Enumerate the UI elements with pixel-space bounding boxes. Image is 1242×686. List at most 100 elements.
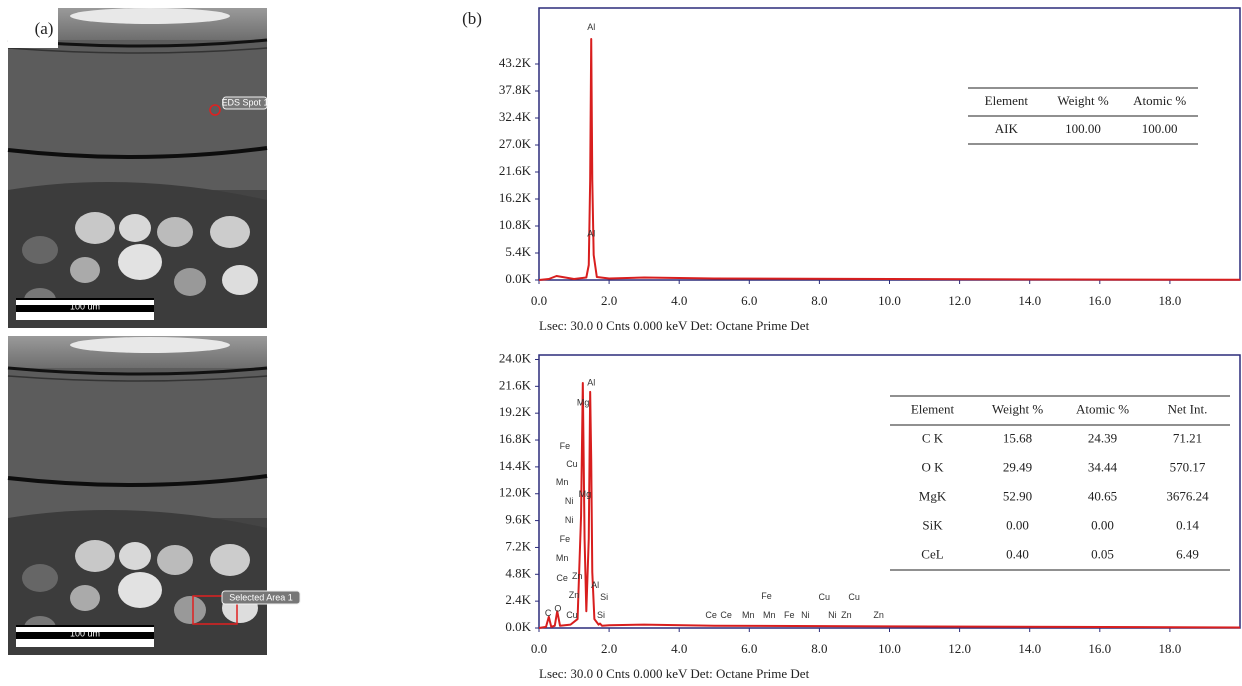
- peak-label: Zn: [572, 571, 583, 581]
- x-tick-label: 18.0: [1159, 641, 1182, 656]
- x-tick-label: 14.0: [1018, 293, 1041, 308]
- scale-bar-label: 100 um: [70, 301, 100, 311]
- y-tick-label: 12.0K: [499, 485, 532, 500]
- table-cell: 0.05: [1091, 546, 1114, 561]
- x-tick-label: 12.0: [948, 641, 971, 656]
- peak-label: Ni: [565, 496, 574, 506]
- x-tick-label: 2.0: [601, 293, 617, 308]
- y-tick-label: 0.0K: [505, 619, 531, 634]
- table-cell: 29.49: [1003, 459, 1032, 474]
- peak-label: Ni: [565, 515, 574, 525]
- y-tick-label: 21.6K: [499, 163, 532, 178]
- table-cell: 100.00: [1142, 121, 1178, 136]
- peak-label: Mn: [556, 477, 569, 487]
- peak-label: Zn: [873, 610, 884, 620]
- caption: Lsec: 30.0 0 Cnts 0.000 keV Det: Octane …: [539, 666, 810, 681]
- x-tick-label: 14.0: [1018, 641, 1041, 656]
- peak-label: Mn: [742, 610, 755, 620]
- table-cell: 3676.24: [1166, 488, 1209, 503]
- peak-label: Cu: [819, 592, 831, 602]
- peak-label: Ce: [556, 573, 568, 583]
- table-header: Weight %: [1057, 93, 1108, 108]
- y-tick-label: 14.4K: [499, 458, 532, 473]
- panel-label: (a): [35, 19, 54, 38]
- y-tick-label: 2.4K: [505, 592, 531, 607]
- y-tick-label: 10.8K: [499, 217, 532, 232]
- peak-label: Cu: [566, 610, 578, 620]
- table-header: Element: [985, 93, 1029, 108]
- peak-label: Ni: [828, 610, 837, 620]
- y-tick-label: 4.8K: [505, 565, 531, 580]
- table-cell: 0.14: [1176, 517, 1199, 532]
- peak-label: Al: [591, 580, 599, 590]
- y-tick-label: 9.6K: [505, 512, 531, 527]
- peak-label: Zn: [569, 590, 580, 600]
- peak-label: Al: [587, 22, 595, 32]
- peak-label: Mg: [577, 397, 590, 407]
- peak-label: Fe: [761, 591, 772, 601]
- table-header: Net Int.: [1168, 401, 1208, 416]
- scale-bar-label: 100 um: [70, 628, 100, 638]
- x-tick-label: 0.0: [531, 641, 547, 656]
- x-tick-label: 10.0: [878, 293, 901, 308]
- y-tick-label: 21.6K: [499, 377, 532, 392]
- table-cell: AIK: [995, 121, 1019, 136]
- table-cell: 100.00: [1065, 121, 1101, 136]
- peak-label: O: [554, 603, 561, 613]
- table-header: Atomic %: [1133, 93, 1186, 108]
- image-annotation: Selected Area 1: [229, 592, 293, 602]
- x-tick-label: 4.0: [671, 641, 687, 656]
- x-tick-label: 6.0: [741, 641, 757, 656]
- y-tick-label: 16.8K: [499, 431, 532, 446]
- table-cell: 15.68: [1003, 430, 1032, 445]
- table-cell: 0.40: [1006, 546, 1029, 561]
- y-tick-label: 27.0K: [499, 136, 532, 151]
- y-tick-label: 24.0K: [499, 350, 532, 365]
- table-cell: 71.21: [1173, 430, 1202, 445]
- y-tick-label: 0.0K: [505, 271, 531, 286]
- table-cell: 24.39: [1088, 430, 1117, 445]
- panel-label: (b): [462, 9, 482, 28]
- peak-label: Si: [600, 592, 608, 602]
- x-tick-label: 0.0: [531, 293, 547, 308]
- x-tick-label: 10.0: [878, 641, 901, 656]
- x-tick-label: 4.0: [671, 293, 687, 308]
- peak-label: Si: [597, 610, 605, 620]
- table-cell: 34.44: [1088, 459, 1118, 474]
- y-tick-label: 37.8K: [499, 82, 532, 97]
- peak-label: Mn: [556, 553, 569, 563]
- x-tick-label: 2.0: [601, 641, 617, 656]
- table-cell: MgK: [919, 488, 947, 503]
- y-tick-label: 5.4K: [505, 244, 531, 259]
- table-cell: O K: [921, 459, 944, 474]
- y-tick-label: 32.4K: [499, 109, 532, 124]
- peak-label: Fe: [784, 610, 795, 620]
- spectrum-line: [538, 38, 1241, 281]
- table-cell: 40.65: [1088, 488, 1117, 503]
- y-tick-label: 19.2K: [499, 404, 532, 419]
- peak-label: Ni: [801, 610, 810, 620]
- table-cell: 570.17: [1170, 459, 1206, 474]
- peak-label: C: [545, 608, 552, 618]
- image-annotation: EDS Spot 1: [221, 97, 268, 107]
- x-tick-label: 8.0: [811, 293, 827, 308]
- peak-label: Mg: [579, 489, 592, 499]
- peak-label: Al: [587, 377, 595, 387]
- peak-label: Al: [587, 228, 595, 238]
- table-cell: CeL: [921, 546, 943, 561]
- x-tick-label: 8.0: [811, 641, 827, 656]
- table-cell: C K: [922, 430, 944, 445]
- sem-image: EDS Spot 1 100 um (a): [7, 8, 269, 328]
- peak-label: Fe: [560, 441, 571, 451]
- table-cell: SiK: [922, 517, 943, 532]
- peak-label: Ce: [705, 610, 717, 620]
- x-tick-label: 12.0: [948, 293, 971, 308]
- peak-label: Ce: [720, 610, 732, 620]
- table-cell: 6.49: [1176, 546, 1199, 561]
- table-cell: 0.00: [1091, 517, 1114, 532]
- caption: Lsec: 30.0 0 Cnts 0.000 keV Det: Octane …: [539, 318, 810, 333]
- y-tick-label: 7.2K: [505, 538, 531, 553]
- x-tick-label: 18.0: [1159, 293, 1182, 308]
- y-tick-label: 16.2K: [499, 190, 532, 205]
